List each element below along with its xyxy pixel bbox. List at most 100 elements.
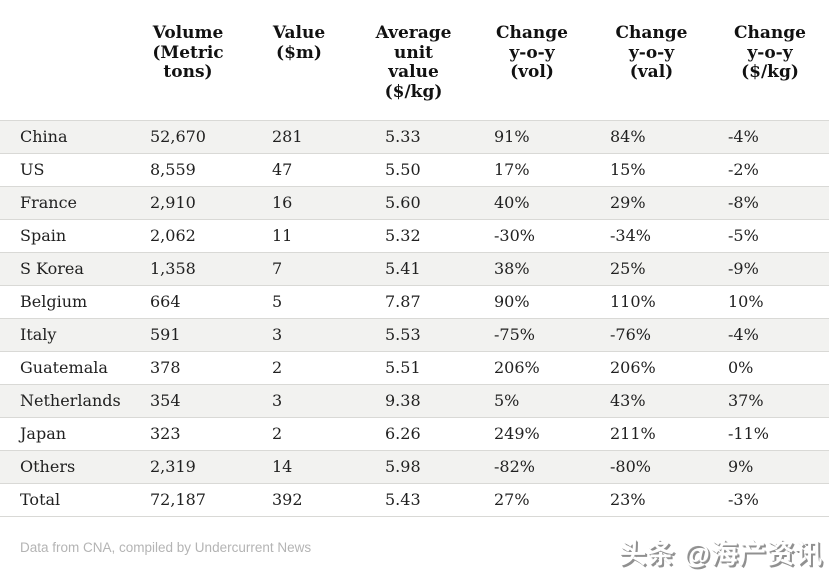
cell-change-val: 84% [610, 127, 646, 147]
row-label: Guatemala [20, 358, 108, 378]
row-label: Total [20, 490, 61, 510]
cell-value: 11 [272, 226, 293, 246]
row-label: France [20, 193, 78, 213]
data-table: Volume (Metric tons) Value ($m) Average … [0, 0, 829, 517]
cell-change-val: 15% [610, 160, 646, 180]
column-header-country [0, 0, 133, 121]
cell-avg-unit-value: 5.51 [385, 358, 421, 378]
header-row: Volume (Metric tons) Value ($m) Average … [0, 0, 829, 121]
cell-change-per-kg: -9% [728, 259, 759, 279]
row-label: S Korea [20, 259, 84, 279]
cell-change-vol: 40% [494, 193, 530, 213]
cell-avg-unit-value: 5.41 [385, 259, 421, 279]
cell-value: 3 [272, 391, 283, 411]
column-header-change-vol: Change y-o-y (vol) [496, 23, 568, 83]
cell-change-vol: -30% [494, 226, 535, 246]
row-label: Netherlands [20, 391, 121, 411]
column-header-change-val: Change y-o-y (val) [615, 23, 688, 83]
cell-change-vol: 38% [494, 259, 530, 279]
cell-value: 7 [272, 259, 283, 279]
cell-avg-unit-value: 9.38 [385, 391, 421, 411]
row-label: US [20, 160, 45, 180]
cell-change-per-kg: -2% [728, 160, 759, 180]
cell-change-val: -76% [610, 325, 651, 345]
cell-avg-unit-value: 5.60 [385, 193, 421, 213]
cell-change-val: 23% [610, 490, 646, 510]
cell-change-per-kg: -3% [728, 490, 759, 510]
cell-change-val: 211% [610, 424, 656, 444]
table-row-others: Others 2,319 14 5.98 -82% -80% 9% [0, 450, 829, 484]
cell-change-per-kg: -4% [728, 325, 759, 345]
cell-volume: 2,319 [150, 457, 196, 477]
cell-value: 5 [272, 292, 283, 312]
cell-change-vol: -82% [494, 457, 535, 477]
cell-volume: 323 [150, 424, 181, 444]
table-row-us: US 8,559 47 5.50 17% 15% -2% [0, 153, 829, 187]
cell-volume: 2,910 [150, 193, 196, 213]
cell-volume: 378 [150, 358, 181, 378]
cell-change-vol: 17% [494, 160, 530, 180]
column-header-change-per-kg: Change y-o-y ($/kg) [734, 23, 806, 83]
table-row-italy: Italy 591 3 5.53 -75% -76% -4% [0, 318, 829, 352]
cell-change-per-kg: 37% [728, 391, 764, 411]
cell-value: 281 [272, 127, 303, 147]
cell-volume: 72,187 [150, 490, 206, 510]
table-row-china: China 52,670 281 5.33 91% 84% -4% [0, 120, 829, 154]
row-label: China [20, 127, 68, 147]
row-label: Japan [20, 424, 67, 444]
cell-change-vol: 90% [494, 292, 530, 312]
row-label: Spain [20, 226, 67, 246]
column-header-avg-unit-value: Average unit value ($/kg) [375, 23, 452, 102]
table-row-belgium: Belgium 664 5 7.87 90% 110% 10% [0, 285, 829, 319]
cell-change-val: 25% [610, 259, 646, 279]
cell-change-val: 43% [610, 391, 646, 411]
cell-change-val: -34% [610, 226, 651, 246]
cell-avg-unit-value: 5.43 [385, 490, 421, 510]
table-row-s-korea: S Korea 1,358 7 5.41 38% 25% -9% [0, 252, 829, 286]
source-note: Data from CNA, compiled by Undercurrent … [20, 540, 312, 555]
cell-value: 16 [272, 193, 293, 213]
cell-change-vol: 206% [494, 358, 540, 378]
cell-avg-unit-value: 5.53 [385, 325, 421, 345]
table-row-guatemala: Guatemala 378 2 5.51 206% 206% 0% [0, 351, 829, 385]
cell-volume: 354 [150, 391, 181, 411]
cell-avg-unit-value: 7.87 [385, 292, 421, 312]
cell-avg-unit-value: 5.32 [385, 226, 421, 246]
cell-change-per-kg: -4% [728, 127, 759, 147]
cell-avg-unit-value: 5.98 [385, 457, 421, 477]
cell-change-val: -80% [610, 457, 651, 477]
cell-avg-unit-value: 5.33 [385, 127, 421, 147]
cell-change-per-kg: 10% [728, 292, 764, 312]
cell-avg-unit-value: 6.26 [385, 424, 421, 444]
row-label: Belgium [20, 292, 88, 312]
table-row-netherlands: Netherlands 354 3 9.38 5% 43% 37% [0, 384, 829, 418]
table-row-total: Total 72,187 392 5.43 27% 23% -3% [0, 483, 829, 517]
cell-value: 14 [272, 457, 293, 477]
cell-value: 392 [272, 490, 303, 510]
cell-change-per-kg: 0% [728, 358, 754, 378]
cell-volume: 664 [150, 292, 181, 312]
row-label: Italy [20, 325, 57, 345]
cell-volume: 52,670 [150, 127, 206, 147]
cell-change-val: 110% [610, 292, 656, 312]
table-row-japan: Japan 323 2 6.26 249% 211% -11% [0, 417, 829, 451]
cell-change-vol: 5% [494, 391, 520, 411]
cell-change-vol: -75% [494, 325, 535, 345]
cell-value: 47 [272, 160, 293, 180]
cell-change-vol: 249% [494, 424, 540, 444]
row-label: Others [20, 457, 76, 477]
cell-value: 3 [272, 325, 283, 345]
cell-volume: 2,062 [150, 226, 196, 246]
column-header-value: Value ($m) [272, 23, 326, 63]
cell-change-per-kg: 9% [728, 457, 754, 477]
column-header-volume: Volume (Metric tons) [152, 23, 224, 83]
cell-change-per-kg: -11% [728, 424, 769, 444]
cell-change-per-kg: -5% [728, 226, 759, 246]
cell-change-per-kg: -8% [728, 193, 759, 213]
cell-volume: 591 [150, 325, 181, 345]
cell-change-val: 206% [610, 358, 656, 378]
toutiao-watermark: 头条 @海产资讯 [619, 539, 823, 569]
cell-change-vol: 91% [494, 127, 530, 147]
cell-volume: 1,358 [150, 259, 196, 279]
